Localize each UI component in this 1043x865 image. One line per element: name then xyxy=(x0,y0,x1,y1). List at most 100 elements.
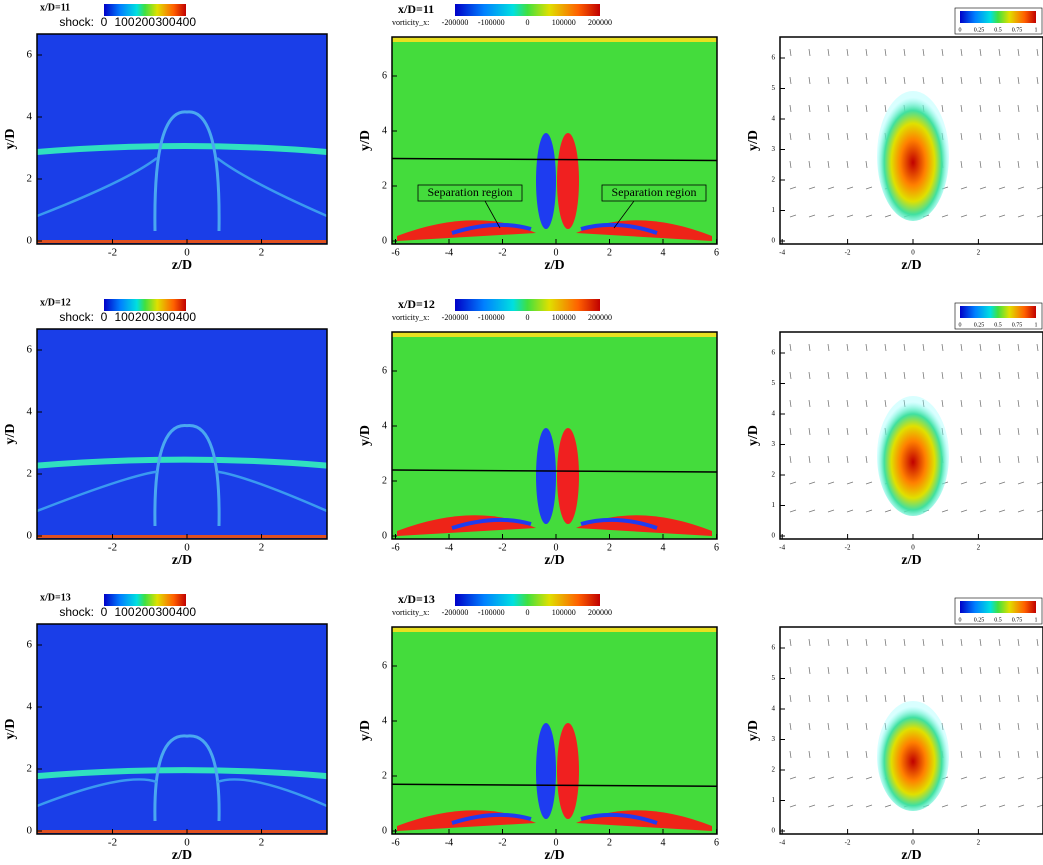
colorbar-tick-label: 0 xyxy=(101,310,108,324)
x-tick-label: -6 xyxy=(391,247,399,258)
x-tick-label: 2 xyxy=(977,839,981,847)
y-axis-label: y/D xyxy=(746,130,761,151)
colorbar-tick-label: 400 xyxy=(176,605,196,619)
x-tick-label: -2 xyxy=(845,544,851,552)
x-axis-label: z/D xyxy=(544,553,564,568)
shock-field xyxy=(37,34,327,244)
colorbar-tick-label: 300 xyxy=(155,310,175,324)
x-tick-label: -2 xyxy=(108,247,117,259)
x-tick-label: -4 xyxy=(445,837,453,848)
x-axis-label: z/D xyxy=(901,258,921,273)
x-tick-label: 0 xyxy=(184,247,190,259)
y-axis-label: y/D xyxy=(3,719,18,740)
x-tick-label: 0 xyxy=(911,544,915,552)
colorbar-tick-label: -200000 xyxy=(442,608,469,617)
y-axis-label: y/D xyxy=(3,129,18,150)
colorbar-title: vorticity_x: xyxy=(392,608,429,617)
y-tick-label: 4 xyxy=(772,115,776,123)
x-tick-label: 6 xyxy=(714,542,719,553)
x-axis-label: z/D xyxy=(901,848,921,863)
colorbar-tick-label: 100000 xyxy=(552,18,576,27)
y-tick-label: 6 xyxy=(382,660,387,671)
y-tick-label: 0 xyxy=(382,530,387,541)
colorbar-tick-label: 0 xyxy=(101,15,108,29)
y-tick-label: 6 xyxy=(772,54,776,62)
y-tick-label: 5 xyxy=(772,379,776,387)
y-tick-label: 6 xyxy=(772,644,776,652)
colorbar-tick-label: 100 xyxy=(114,15,134,29)
colorbar-tick-label: 100000 xyxy=(552,608,576,617)
colorbar-tick-label: 100 xyxy=(114,605,134,619)
y-tick-label: 4 xyxy=(27,111,33,123)
x-tick-label: -2 xyxy=(108,542,117,554)
panel-label: x/D=11 xyxy=(40,2,70,13)
vortex-negative xyxy=(536,723,556,819)
y-tick-label: 2 xyxy=(382,475,387,486)
y-tick-label: 0 xyxy=(772,237,776,245)
y-tick-label: 6 xyxy=(772,349,776,357)
vorticity-field xyxy=(392,37,717,244)
x-tick-label: -2 xyxy=(498,247,506,258)
colorbar-tick-label: 100000 xyxy=(552,313,576,322)
y-tick-label: 4 xyxy=(382,420,387,431)
x-tick-label: -4 xyxy=(779,249,785,257)
y-tick-label: 4 xyxy=(27,406,33,418)
y-tick-label: 6 xyxy=(27,49,33,61)
y-tick-label: 0 xyxy=(27,825,33,837)
y-axis-label: y/D xyxy=(358,130,373,151)
y-tick-label: 5 xyxy=(772,84,776,92)
y-tick-label: 3 xyxy=(772,735,776,743)
colorbar-tick-label: 0.5 xyxy=(994,322,1002,328)
x-tick-label: 2 xyxy=(607,542,612,553)
y-tick-label: 0 xyxy=(772,827,776,835)
wall-layer xyxy=(37,830,327,833)
vortex-negative xyxy=(536,428,556,524)
x-tick-label: -2 xyxy=(498,542,506,553)
colorbar-tick-label: 0 xyxy=(526,313,530,322)
x-tick-label: 4 xyxy=(661,837,666,848)
colorbar xyxy=(960,601,1036,613)
colorbar-tick-label: -100000 xyxy=(478,18,505,27)
colorbar-tick-label: 0 xyxy=(959,617,962,623)
y-tick-label: 2 xyxy=(772,471,776,479)
colorbar-tick-label: 200 xyxy=(135,15,155,29)
colorbar-tick-label: 200000 xyxy=(588,313,612,322)
x-tick-label: 0 xyxy=(911,249,915,257)
x-tick-label: 0 xyxy=(554,837,559,848)
panel-label: x/D=13 xyxy=(40,592,71,603)
colorbar-title: shock: xyxy=(59,15,94,29)
x-tick-label: 6 xyxy=(714,247,719,258)
x-axis-label: z/D xyxy=(544,848,564,863)
colorbar xyxy=(455,594,600,606)
shock-field xyxy=(37,624,327,834)
y-tick-label: 2 xyxy=(772,176,776,184)
y-tick-label: 1 xyxy=(772,501,776,509)
x-tick-label: 0 xyxy=(911,839,915,847)
colorbar-tick-label: 300 xyxy=(155,605,175,619)
y-tick-label: 6 xyxy=(27,344,33,356)
vortex-positive xyxy=(557,723,579,819)
y-tick-label: 4 xyxy=(772,410,776,418)
colorbar-tick-label: 100 xyxy=(114,310,134,324)
x-tick-label: 0 xyxy=(554,542,559,553)
colorbar-tick-label: -200000 xyxy=(442,18,469,27)
x-tick-label: 2 xyxy=(977,249,981,257)
velocity-core xyxy=(877,701,949,811)
y-tick-label: 0 xyxy=(772,532,776,540)
y-tick-label: 6 xyxy=(382,70,387,81)
x-tick-label: -6 xyxy=(391,542,399,553)
colorbar-tick-label: 200000 xyxy=(588,18,612,27)
colorbar-tick-label: 0 xyxy=(526,608,530,617)
x-tick-label: -2 xyxy=(498,837,506,848)
y-tick-label: 6 xyxy=(382,365,387,376)
colorbar-tick-label: 0 xyxy=(101,605,108,619)
colorbar-tick-label: 1 xyxy=(1035,617,1038,623)
colorbar-tick-label: 0 xyxy=(959,27,962,33)
colorbar-tick-label: -200000 xyxy=(442,313,469,322)
y-tick-label: 2 xyxy=(772,766,776,774)
colorbar-tick-label: 1 xyxy=(1035,322,1038,328)
x-axis-label: z/D xyxy=(544,258,564,273)
x-axis-label: z/D xyxy=(172,848,192,863)
x-axis-label: z/D xyxy=(172,553,192,568)
wall-layer xyxy=(37,535,327,538)
